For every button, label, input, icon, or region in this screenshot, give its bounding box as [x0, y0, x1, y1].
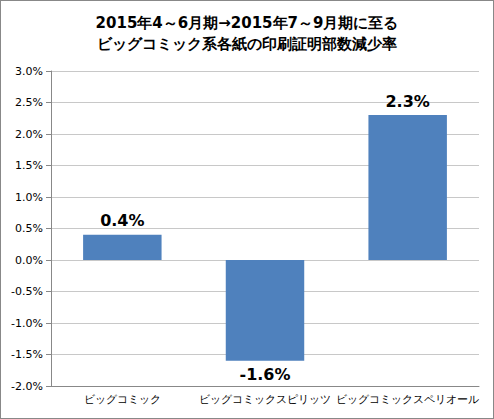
- svg-text:-1.0%: -1.0%: [11, 317, 43, 330]
- svg-text:0.4%: 0.4%: [100, 211, 144, 230]
- svg-text:ビッグコミックスペリオール: ビッグコミックスペリオール: [336, 393, 479, 406]
- svg-text:1.0%: 1.0%: [15, 191, 43, 204]
- svg-text:1.5%: 1.5%: [15, 159, 43, 172]
- svg-text:ビッグコミック系各紙の印刷証明部数減少率: ビッグコミック系各紙の印刷証明部数減少率: [97, 35, 397, 53]
- svg-text:2015年4～6月期→2015年7～9月期に至る: 2015年4～6月期→2015年7～9月期に至る: [96, 14, 399, 32]
- svg-text:-1.6%: -1.6%: [239, 365, 290, 384]
- svg-text:ビッグコミックスピリッツ: ビッグコミックスピリッツ: [199, 393, 331, 406]
- svg-text:3.0%: 3.0%: [15, 65, 43, 78]
- svg-text:2.0%: 2.0%: [15, 128, 43, 141]
- svg-text:0.0%: 0.0%: [15, 254, 43, 267]
- svg-text:0.5%: 0.5%: [15, 222, 43, 235]
- svg-text:ビッグコミック: ビッグコミック: [84, 393, 161, 406]
- svg-text:-0.5%: -0.5%: [11, 285, 43, 298]
- svg-text:2.3%: 2.3%: [385, 92, 429, 111]
- svg-text:2.5%: 2.5%: [15, 96, 43, 109]
- svg-text:-1.5%: -1.5%: [11, 348, 43, 361]
- svg-text:-2.0%: -2.0%: [11, 380, 43, 393]
